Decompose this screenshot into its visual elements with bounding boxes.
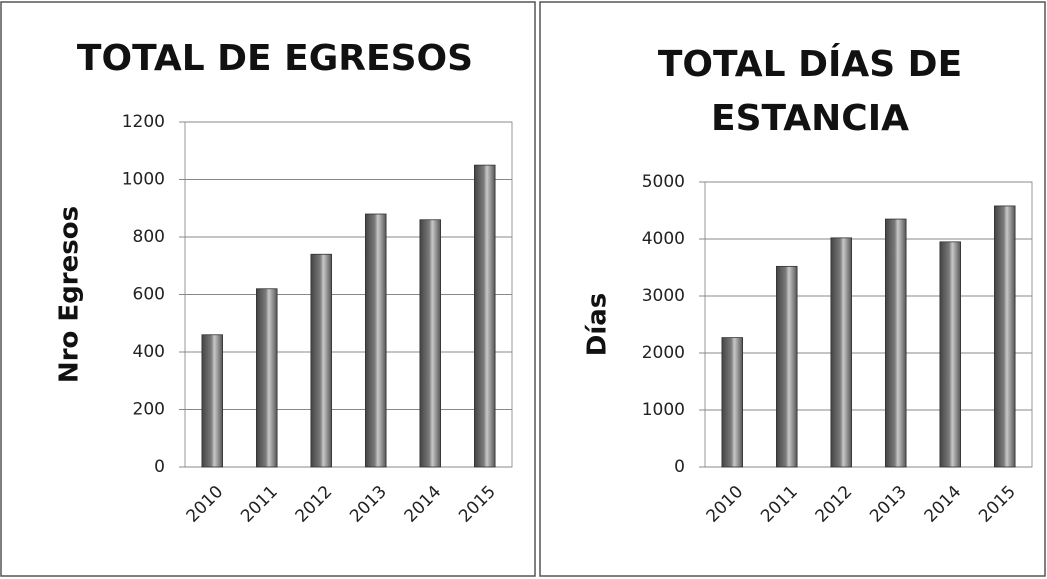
y-tick-label: 1000 — [122, 170, 165, 190]
x-tick-label: 2011 — [237, 482, 282, 527]
bar — [775, 265, 798, 468]
x-tick-label: 2012 — [812, 482, 857, 527]
bar — [201, 334, 224, 468]
y-tick-label: 1200 — [122, 112, 165, 132]
y-tick-label: 2000 — [642, 343, 685, 363]
panel-border — [539, 1, 1046, 577]
x-tick-label: 2014 — [401, 482, 446, 527]
bar — [473, 164, 496, 468]
panel-border — [0, 1, 536, 577]
y-tick-label: 600 — [133, 285, 165, 305]
x-tick-label: 2013 — [346, 482, 391, 527]
chart-title: TOTAL DE EGRESOS — [76, 38, 474, 79]
x-tick-label: 2015 — [455, 482, 500, 527]
x-tick-label: 2010 — [703, 482, 748, 527]
y-tick-label: 3000 — [642, 286, 685, 306]
bar — [830, 237, 853, 468]
x-tick-label: 2015 — [975, 482, 1020, 527]
y-tick-label: 1000 — [642, 400, 685, 420]
chart-title: TOTAL DÍAS DE ESTANCIA — [657, 44, 963, 139]
y-tick-label: 0 — [674, 457, 685, 477]
x-tick-label: 2014 — [921, 482, 966, 527]
x-tick-label: 2013 — [866, 482, 911, 527]
bar — [939, 241, 962, 468]
bar — [255, 288, 278, 468]
bar — [310, 253, 333, 468]
y-axis-label: Nro Egresos — [55, 206, 85, 383]
bar — [993, 205, 1016, 468]
y-tick-label: 200 — [133, 400, 165, 420]
y-tick-label: 800 — [133, 227, 165, 247]
bar — [364, 213, 387, 468]
y-tick-label: 5000 — [642, 172, 685, 192]
x-tick-label: 2011 — [757, 482, 802, 527]
bar — [419, 219, 442, 468]
y-tick-label: 400 — [133, 342, 165, 362]
x-tick-label: 2010 — [183, 482, 228, 527]
y-tick-label: 4000 — [642, 229, 685, 249]
bar — [884, 218, 907, 468]
y-tick-label: 0 — [154, 457, 165, 477]
bar — [721, 337, 744, 468]
x-tick-label: 2012 — [292, 482, 337, 527]
plot-area — [704, 181, 1033, 468]
y-axis-label: Días — [583, 293, 613, 357]
